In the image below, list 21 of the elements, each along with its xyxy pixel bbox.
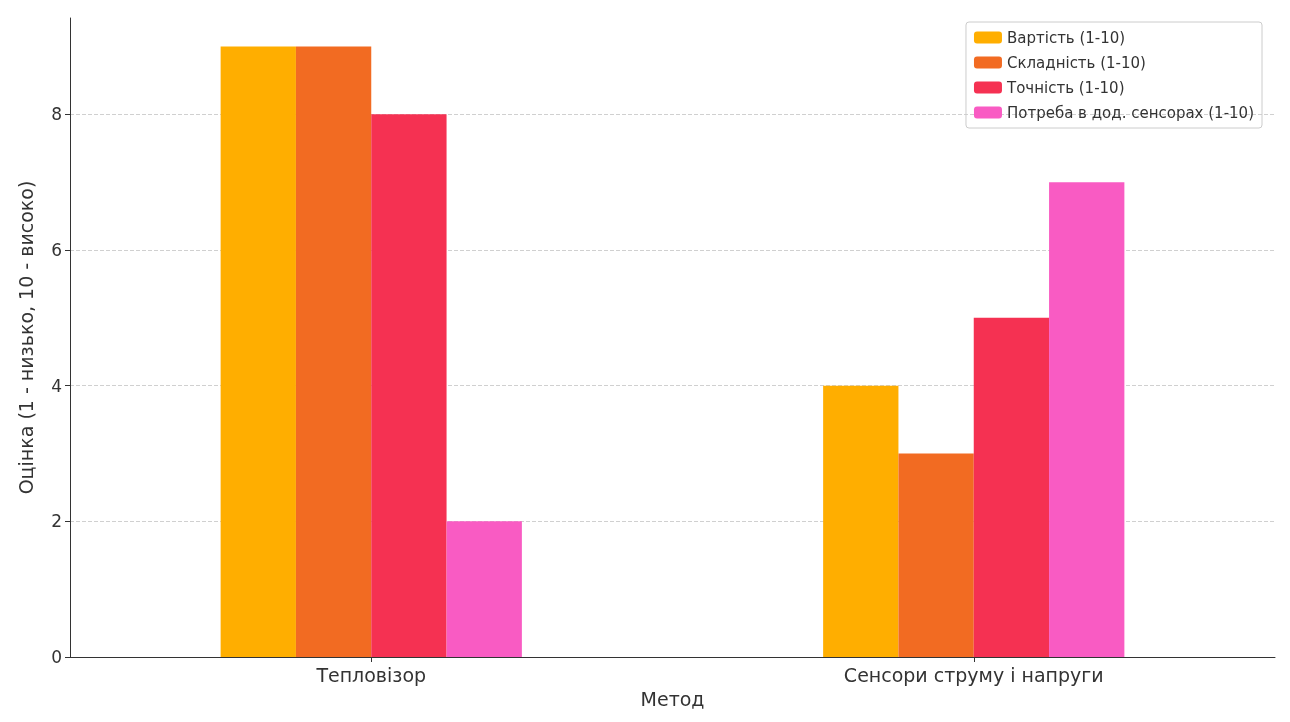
y-tick-label: 8 bbox=[51, 104, 62, 125]
bar bbox=[898, 453, 974, 657]
legend-label: Вартість (1-10) bbox=[1006, 28, 1126, 47]
x-tick-label: Сенсори струму і напруги bbox=[843, 663, 1104, 686]
y-tick-label: 0 bbox=[51, 647, 62, 667]
legend-label: Точність (1-10) bbox=[1005, 78, 1125, 97]
y-tick-label: 2 bbox=[51, 511, 62, 532]
bar bbox=[371, 114, 447, 657]
legend-label: Потреба в дод. сенсорах (1-10) bbox=[1006, 103, 1254, 122]
bar bbox=[973, 317, 1050, 657]
bar bbox=[295, 46, 372, 657]
y-axis-title: Оцінка (1 - низько, 10 - високо) bbox=[14, 180, 37, 495]
x-axis-title: Метод bbox=[640, 687, 705, 710]
y-tick-label: 4 bbox=[51, 375, 62, 396]
x-tick-label: Тепловізор bbox=[315, 663, 427, 686]
y-tick-label: 6 bbox=[51, 239, 62, 260]
legend-label: Складність (1-10) bbox=[1006, 53, 1146, 72]
bar bbox=[446, 521, 522, 657]
bar bbox=[220, 46, 296, 657]
bar bbox=[823, 385, 899, 657]
bar bbox=[1049, 182, 1125, 657]
